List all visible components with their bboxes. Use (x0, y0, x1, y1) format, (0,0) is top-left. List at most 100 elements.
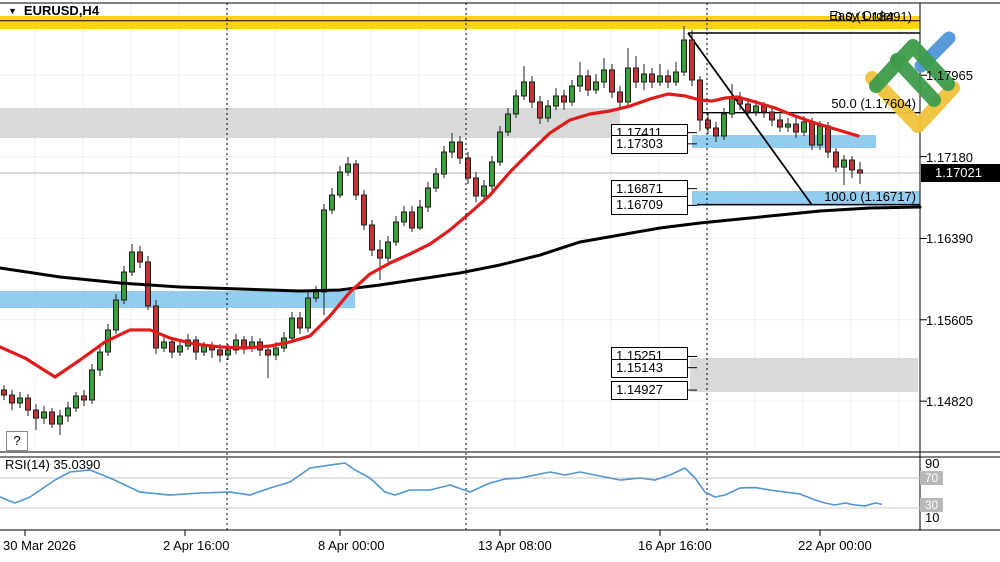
time-axis-label: 8 Apr 00:00 (318, 538, 385, 553)
candle-bull (121, 271, 127, 301)
candle-bear (825, 125, 831, 153)
fib-level-label: 0.0 (1.18491) (834, 9, 912, 24)
candle-bull (489, 161, 495, 187)
candle-bear (33, 409, 39, 419)
candle-bull (513, 95, 519, 115)
time-axis-label: 13 Apr 08:00 (478, 538, 552, 553)
candle-bull (577, 75, 583, 87)
sma-slow-line (0, 205, 922, 293)
rsi-indicator-title: RSI(14) 35.0390 (5, 457, 101, 472)
candle-bull (329, 194, 335, 211)
candle-bear (361, 194, 367, 226)
candle-bear (585, 75, 591, 91)
candle-bull (657, 75, 663, 83)
candle-bull (161, 341, 167, 349)
candle-bear (561, 95, 567, 103)
logo-yellow-check (865, 71, 960, 133)
rsi-level-chip: 70 (920, 471, 943, 485)
resistance-zone-yellow (0, 16, 920, 29)
help-button[interactable]: ? (6, 431, 28, 451)
symbol-title: ▼ EURUSD,H4 (8, 3, 99, 18)
candle-bull (553, 95, 559, 107)
candle-bear (217, 349, 223, 356)
demand-zone-gray-lower (690, 358, 918, 392)
logo-green-diagonal (890, 53, 941, 107)
candle-bull (73, 395, 79, 409)
candle-bear (457, 141, 463, 159)
candle-bear (353, 163, 359, 196)
candle-bear (777, 119, 783, 128)
candle-bull (801, 121, 807, 133)
candle-bull (289, 317, 295, 339)
candle-bull (753, 105, 759, 113)
candle-bear (369, 224, 375, 251)
candle-bull (721, 113, 727, 137)
price-axis-label: 1.16390 (926, 231, 973, 247)
candle-bear (617, 91, 623, 103)
candle-bear (9, 394, 15, 404)
symbol-label: EURUSD,H4 (23, 3, 100, 18)
price-label-box: 1.14927 (611, 381, 688, 401)
candle-bull (601, 69, 607, 83)
time-axis-label: 30 Mar 2026 (3, 538, 76, 553)
candle-bear (857, 169, 863, 174)
candle-bear (473, 177, 479, 197)
candle-bull (481, 185, 487, 197)
candle-bull (817, 125, 823, 146)
candle-bear (761, 105, 767, 113)
resistance-zone-blue-upper (692, 135, 876, 148)
candle-bull (201, 345, 207, 353)
candle-bear (193, 339, 199, 353)
candle-bear (137, 251, 143, 263)
candle-bull (785, 123, 791, 128)
candle-bear (633, 67, 639, 83)
candle-bull (113, 299, 119, 331)
candle-bear (169, 341, 175, 353)
candle-bull (41, 411, 47, 419)
time-axis-label: 2 Apr 16:00 (163, 538, 230, 553)
candle-bear (377, 249, 383, 259)
candle-bull (433, 173, 439, 189)
candle-bull (385, 241, 391, 259)
support-zone-blue-lower (692, 191, 920, 206)
descending-trendline (687, 32, 813, 206)
price-axis-label: 1.14820 (926, 394, 973, 410)
candle-bull (393, 221, 399, 243)
price-label-box: 1.15143 (611, 358, 688, 378)
candle-bull (129, 251, 135, 273)
candle-bear (537, 101, 543, 119)
candle-bull (401, 211, 407, 223)
logo-green-chevron (869, 39, 955, 93)
candle-bear (1, 389, 7, 396)
support-zone-blue-left (0, 291, 355, 308)
candle-bull (225, 349, 231, 356)
candle-bear (689, 39, 695, 81)
candle-bull (305, 297, 311, 329)
candle-bull (17, 397, 23, 404)
candle-bull (97, 351, 103, 371)
candle-bear (849, 159, 855, 171)
rsi-level-label: 90 (925, 456, 940, 471)
easy-order-label[interactable]: Easy Order (829, 8, 895, 23)
price-axis-label: 1.15605 (926, 312, 973, 328)
candle-bear (81, 395, 87, 401)
lwma-fast-line (0, 92, 860, 379)
candle-bear (705, 119, 711, 129)
candle-bear (713, 127, 719, 137)
time-axis-label: 22 Apr 00:00 (798, 538, 872, 553)
candle-bull (57, 415, 63, 425)
candle-bear (769, 111, 775, 121)
candle-bull (177, 345, 183, 353)
candle-bear (833, 151, 839, 168)
price-label-box: 1.17303 (611, 134, 688, 154)
candle-bull (497, 131, 503, 163)
fib-level-label: 100.0 (1.16717) (824, 189, 916, 204)
price-axis-label: 1.17180 (926, 149, 973, 165)
chevron-down-icon[interactable]: ▼ (8, 6, 17, 16)
candle-bull (337, 171, 343, 196)
candle-bear (665, 75, 671, 83)
